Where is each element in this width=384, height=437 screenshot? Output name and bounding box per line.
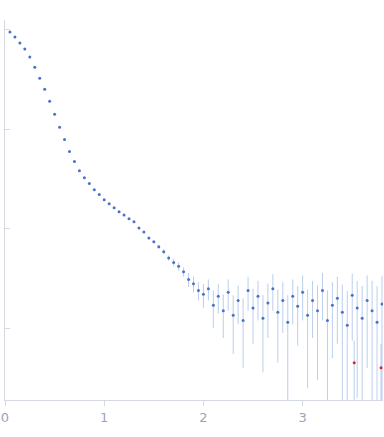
svg-text:3: 3 — [298, 410, 306, 425]
svg-text:1: 1 — [100, 410, 108, 425]
svg-text:0: 0 — [1, 410, 9, 425]
svg-text:2: 2 — [199, 410, 207, 425]
